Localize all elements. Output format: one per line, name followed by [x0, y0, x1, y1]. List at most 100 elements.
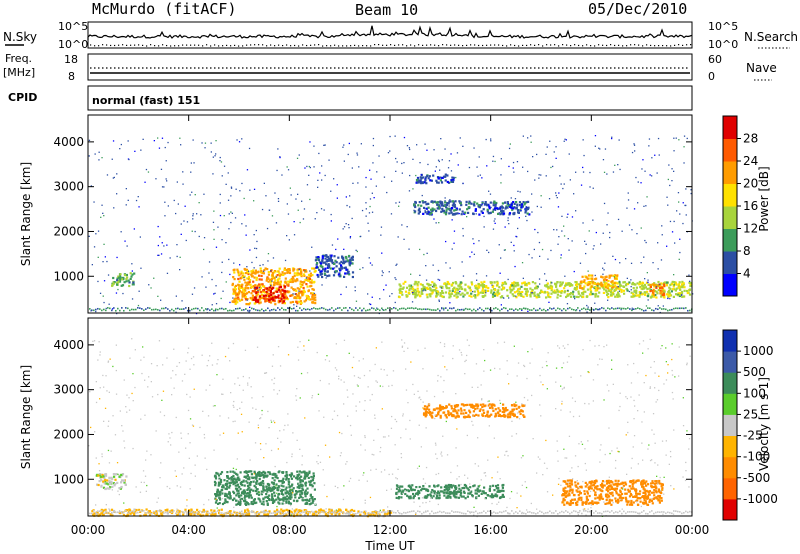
scatter-cell	[98, 513, 101, 516]
noise-search-point	[366, 45, 368, 47]
scatter-cell	[522, 414, 525, 417]
scatter-cell	[157, 225, 159, 228]
scatter-cell	[311, 298, 314, 301]
scatter-cell	[281, 479, 284, 482]
scatter-cell	[494, 412, 497, 415]
scatter-cell	[262, 296, 265, 300]
scatter-cell	[554, 291, 557, 294]
scatter-cell	[309, 493, 312, 496]
scatter-cell	[415, 174, 417, 177]
scatter-cell	[539, 307, 541, 310]
scatter-cell	[416, 144, 418, 146]
scatter-cell	[313, 482, 316, 485]
scatter-cell	[308, 472, 311, 475]
scatter-cell	[471, 309, 473, 312]
scatter-cell	[253, 200, 255, 202]
scatter-cell	[251, 296, 255, 300]
scatter-cell	[512, 294, 515, 298]
scatter-cell	[678, 139, 680, 141]
scatter-cell	[556, 229, 558, 231]
scatter-cell	[444, 413, 447, 417]
scatter-cell	[455, 176, 457, 179]
scatter-cell	[266, 287, 269, 290]
scatter-cell	[450, 412, 453, 415]
scatter-cell	[276, 288, 279, 291]
scatter-cell	[275, 498, 278, 501]
scatter-cell	[248, 489, 251, 492]
scatter-cell	[133, 508, 136, 511]
scatter-cell	[381, 252, 383, 254]
scatter-cell	[213, 210, 215, 212]
scatter-cell	[412, 497, 415, 500]
scatter-cell	[113, 484, 116, 487]
scatter-cell	[512, 201, 515, 204]
scatter-cell	[596, 287, 600, 290]
scatter-cell	[444, 213, 448, 216]
scatter-cell	[586, 283, 589, 287]
scatter-cell	[414, 280, 417, 283]
scatter-cell	[667, 309, 669, 312]
scatter-cell	[562, 498, 566, 501]
scatter-cell	[257, 299, 260, 302]
scatter-cell	[397, 309, 399, 311]
noise-search-point	[674, 44, 676, 46]
scatter-cell	[260, 471, 263, 475]
scatter-cell	[304, 489, 307, 492]
scatter-cell	[221, 307, 223, 310]
scatter-cell	[683, 135, 686, 137]
scatter-cell	[548, 301, 550, 303]
scatter-cell	[483, 203, 487, 206]
scatter-cell	[99, 292, 102, 294]
scatter-cell	[517, 293, 520, 296]
scatter-cell	[266, 294, 269, 297]
scatter-cell	[398, 201, 401, 203]
scatter-cell	[547, 287, 550, 290]
scatter-cell	[273, 491, 276, 494]
scatter-cell	[308, 483, 312, 486]
noise-search-point	[558, 45, 560, 47]
scatter-cell	[516, 281, 519, 285]
scatter-cell	[585, 500, 588, 503]
scatter-cell	[251, 294, 254, 297]
scatter-cell	[462, 403, 465, 406]
scatter-cell	[233, 497, 236, 500]
scatter-cell	[145, 168, 148, 171]
scatter-cell	[438, 299, 440, 301]
scatter-cell	[668, 295, 671, 298]
scatter-cell	[454, 485, 457, 488]
scatter-cell	[296, 478, 299, 481]
scatter-cell	[201, 142, 203, 144]
scatter-cell	[648, 287, 651, 290]
scatter-cell	[535, 285, 538, 288]
scatter-cell	[451, 307, 453, 310]
scatter-cell	[226, 475, 229, 478]
scatter-cell	[673, 284, 675, 286]
scatter-cell	[243, 309, 245, 311]
scatter-cell	[611, 499, 614, 502]
scatter-cell	[447, 486, 450, 489]
scatter-cell	[587, 502, 590, 505]
scatter-cell	[423, 487, 426, 490]
scatter-cell	[98, 151, 100, 153]
scatter-cell	[448, 403, 451, 406]
scatter-cell	[258, 483, 262, 486]
scatter-cell	[421, 200, 424, 203]
scatter-cell	[248, 476, 251, 479]
scatter-cell	[247, 270, 250, 272]
scatter-cell	[612, 293, 615, 296]
scatter-cell	[525, 284, 528, 287]
scatter-cell	[321, 284, 323, 286]
scatter-cell	[430, 211, 433, 214]
scatter-cell	[585, 276, 588, 279]
scatter-cell	[301, 492, 304, 495]
scatter-cell	[284, 281, 287, 284]
scatter-cell	[490, 493, 494, 496]
scatter-cell	[316, 262, 319, 265]
scatter-cell	[253, 267, 255, 269]
scatter-cell	[307, 273, 311, 276]
scatter-cell	[619, 283, 622, 286]
scatter-cell	[645, 309, 647, 312]
scatter-cell	[569, 485, 572, 488]
scatter-cell	[192, 218, 194, 220]
scatter-cell	[235, 308, 237, 310]
